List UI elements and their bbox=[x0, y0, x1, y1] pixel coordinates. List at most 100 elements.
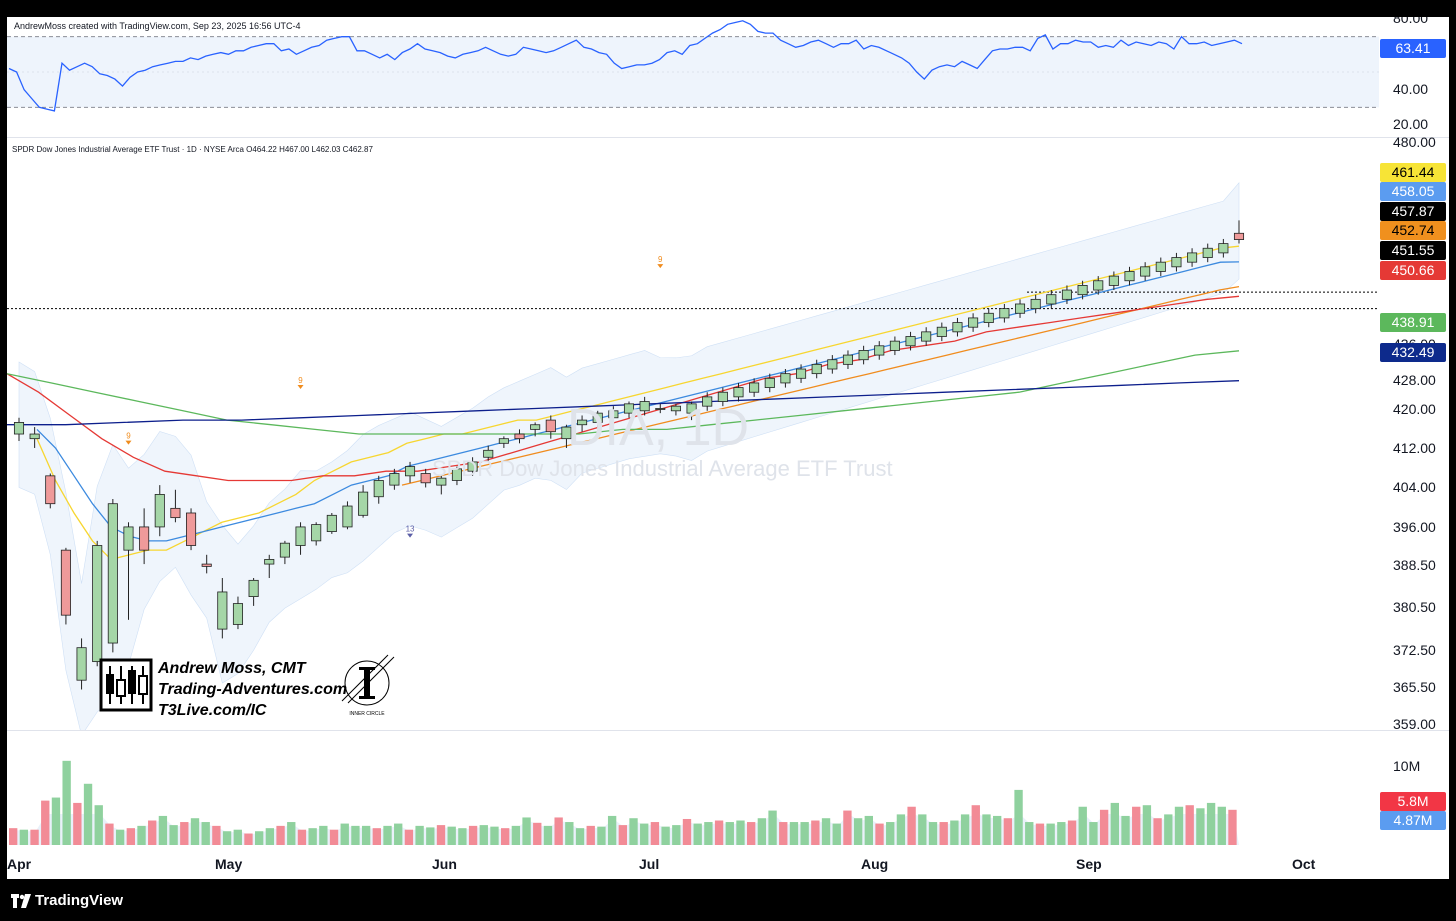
candle bbox=[1140, 262, 1151, 281]
candle bbox=[1077, 280, 1088, 300]
volume-bar-up bbox=[789, 822, 799, 845]
volume-bar-down bbox=[682, 818, 692, 845]
candle bbox=[936, 322, 947, 342]
volume-bar-down bbox=[404, 829, 414, 845]
ma-line-ema-8 bbox=[36, 245, 1240, 561]
candle-up bbox=[232, 603, 244, 625]
candle bbox=[342, 501, 353, 530]
volume-bar-down bbox=[73, 802, 82, 845]
volume-bar-up bbox=[1057, 822, 1066, 845]
candle bbox=[139, 508, 150, 565]
candle-up bbox=[623, 403, 635, 414]
volume-bar-up bbox=[201, 822, 210, 845]
candle bbox=[545, 415, 556, 439]
candle bbox=[827, 355, 838, 374]
volume-bar-down bbox=[1228, 809, 1237, 845]
volume-bar-up bbox=[394, 823, 403, 845]
volume-bar-up bbox=[255, 831, 264, 845]
volume-bar-down bbox=[843, 810, 852, 845]
candle bbox=[858, 345, 869, 365]
price-panel[interactable]: 9 9 9 13 SPDR Dow Jones Industrial Average … bbox=[7, 134, 1449, 732]
count-marker-arrow bbox=[125, 440, 132, 445]
volume-bar-up bbox=[928, 822, 938, 845]
chart-frame: AndrewMoss created with TradingView.com,… bbox=[7, 17, 1449, 879]
volume-bar-down bbox=[586, 825, 595, 845]
candle bbox=[420, 468, 431, 488]
volume-bar-up bbox=[661, 826, 670, 845]
volume-bar-up bbox=[950, 820, 959, 845]
tradingview-brand[interactable]: TradingView bbox=[11, 892, 123, 909]
volume-bar-down bbox=[297, 829, 307, 845]
month-label: Jul bbox=[639, 856, 660, 872]
price-axis-label: 458.05 bbox=[1380, 182, 1446, 201]
inner-circle-caption: INNER CIRCLE bbox=[349, 711, 385, 717]
candle-down bbox=[186, 512, 197, 546]
price-tick-label: 396.00 bbox=[1393, 519, 1436, 535]
candle-up bbox=[92, 545, 103, 663]
volume-bar-up bbox=[383, 825, 392, 845]
volume-bar-up bbox=[190, 818, 200, 845]
volume-bar-up bbox=[1174, 806, 1184, 845]
volume-bar-up bbox=[736, 820, 745, 845]
candle bbox=[467, 457, 478, 476]
candle-down bbox=[514, 433, 525, 440]
candle-up bbox=[608, 410, 619, 419]
candle-up bbox=[983, 312, 994, 323]
tradingview-logo-icon bbox=[11, 893, 31, 908]
candle bbox=[608, 406, 619, 423]
candle bbox=[1061, 285, 1072, 304]
volume-bar-down bbox=[811, 820, 820, 845]
volume-bar-up bbox=[1206, 802, 1216, 845]
price-tick-label: 480.00 bbox=[1393, 134, 1436, 150]
volume-bar-down bbox=[1035, 823, 1045, 845]
volume-bar-up bbox=[853, 818, 863, 845]
volume-bar-up bbox=[361, 825, 371, 845]
candle-down bbox=[420, 473, 431, 484]
candle bbox=[561, 424, 572, 448]
volume-axis-label: 4.87M bbox=[1380, 811, 1446, 830]
volume-bar-down bbox=[126, 828, 135, 845]
volume-bar-down bbox=[244, 833, 253, 845]
candle bbox=[623, 401, 635, 418]
candle bbox=[842, 350, 854, 370]
volume-bar-down bbox=[372, 828, 381, 845]
candle bbox=[1155, 257, 1166, 277]
volume-bar-up bbox=[233, 829, 242, 845]
candle-up bbox=[1140, 266, 1151, 277]
volume-bar-up bbox=[896, 814, 906, 845]
price-axis-label: 457.87 bbox=[1380, 202, 1446, 221]
candle-up bbox=[13, 422, 25, 435]
candle bbox=[655, 403, 666, 414]
candle bbox=[404, 461, 416, 483]
candle-up bbox=[295, 526, 306, 546]
candle bbox=[592, 410, 603, 428]
volume-axis-label: 5.8M bbox=[1380, 792, 1446, 811]
volume-panel[interactable]: 10M 5.8M 4.87M bbox=[7, 730, 1449, 849]
candle-up bbox=[670, 405, 681, 412]
candle bbox=[186, 508, 197, 551]
candle-down bbox=[45, 475, 56, 505]
candle bbox=[13, 417, 25, 441]
candle bbox=[1108, 271, 1119, 291]
candle-up bbox=[451, 468, 462, 481]
month-label: Aug bbox=[861, 856, 889, 872]
ma-line-ema-21 bbox=[401, 285, 1240, 486]
candle bbox=[1171, 252, 1182, 272]
candle-down bbox=[170, 507, 181, 519]
candle bbox=[717, 387, 728, 407]
candle bbox=[170, 489, 181, 523]
candle-up bbox=[1030, 298, 1041, 310]
price-axis-label: 452.74 bbox=[1380, 221, 1446, 240]
rsi-panel[interactable]: AndrewMoss created with TradingView.com,… bbox=[7, 17, 1449, 137]
time-axis[interactable]: Apr May Jun Jul Aug Sep Oct bbox=[7, 848, 1449, 879]
volume-tick-label: 10M bbox=[1393, 758, 1421, 774]
volume-bar-up bbox=[287, 822, 296, 845]
candle-down bbox=[1233, 232, 1245, 240]
price-tick-label: 428.00 bbox=[1393, 372, 1436, 388]
volume-bar-up bbox=[725, 822, 734, 845]
candle bbox=[811, 359, 822, 379]
volume-bar-down bbox=[501, 828, 510, 845]
volume-bar-up bbox=[821, 818, 831, 845]
candle-up bbox=[999, 308, 1010, 319]
candle-up bbox=[921, 331, 932, 342]
